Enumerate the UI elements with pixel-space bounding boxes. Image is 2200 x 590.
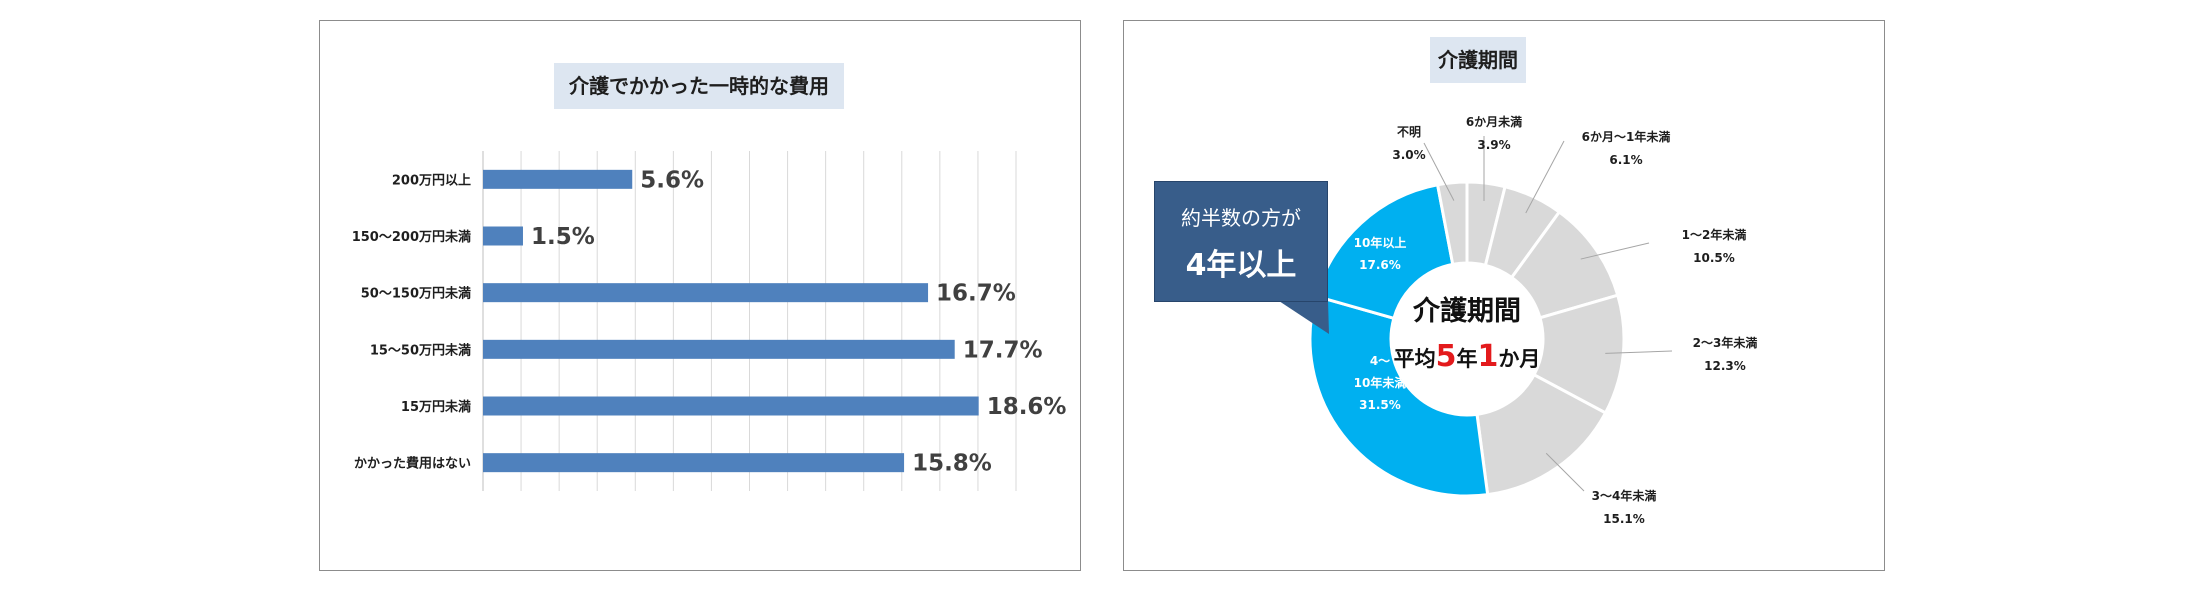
category-label: 150～200万円未満 bbox=[352, 229, 471, 245]
avg-suffix: か月 bbox=[1498, 347, 1541, 371]
leader-line bbox=[1423, 142, 1455, 201]
bar-value-label: 18.6% bbox=[987, 394, 1067, 420]
slice-label: 1～2年未満 bbox=[1682, 227, 1747, 242]
category-label: かかった費用はない bbox=[354, 456, 471, 472]
callout-box: 約半数の方が 4年以上 bbox=[1154, 181, 1328, 302]
slice-label: 6か月～1年未満 bbox=[1582, 129, 1671, 144]
slice-label: 6か月未満 bbox=[1466, 114, 1522, 129]
bar bbox=[483, 226, 523, 246]
bar-chart-svg: 200万円以上 5.6% 150～200万円未満 1.5% 50～150万円未満 16.7… bbox=[352, 151, 1067, 491]
leader-line bbox=[1525, 140, 1565, 214]
category-label: 50～150万円未満 bbox=[361, 286, 471, 302]
donut-slice bbox=[1475, 372, 1608, 497]
slice-label: 10年以上 bbox=[1354, 235, 1407, 250]
avg-prefix: 平均 bbox=[1393, 347, 1436, 371]
leader-line bbox=[1605, 350, 1673, 354]
slice-value-label: 12.3% bbox=[1704, 359, 1746, 373]
bar-value-label: 5.6% bbox=[640, 167, 704, 193]
leader-line bbox=[1580, 242, 1650, 260]
bar bbox=[483, 453, 905, 473]
donut-chart-title: 介護期間 bbox=[1430, 37, 1526, 83]
bar-chart-panel: 介護でかかった一時的な費用 200万円以上 5.6% 150～200万円未満 1.5%… bbox=[319, 20, 1081, 571]
callout-pointer bbox=[1279, 301, 1329, 334]
category-label: 200万円以上 bbox=[392, 173, 471, 188]
slice-value-label: 17.6% bbox=[1359, 258, 1401, 272]
donut-chart-svg: 6か月未満 3.9% 6か月～1年未満 6.1% 1～2年未満 10.5% 2～3年未満 12… bbox=[1279, 114, 1758, 526]
bar-chart-title: 介護でかかった一時的な費用 bbox=[554, 63, 844, 109]
slice-label: 10年未満 bbox=[1354, 375, 1407, 390]
slice-label: 2～3年未満 bbox=[1693, 335, 1758, 350]
avg-mid: 年 bbox=[1456, 347, 1478, 371]
slice-label: 3～4年未満 bbox=[1592, 488, 1657, 503]
category-label: 15～50万円未満 bbox=[370, 342, 471, 358]
bar-value-label: 17.7% bbox=[963, 337, 1043, 363]
slice-value-label: 3.9% bbox=[1477, 138, 1510, 152]
slice-value-label: 15.1% bbox=[1603, 512, 1645, 526]
leader-line bbox=[1545, 452, 1585, 492]
callout-line1: 約半数の方が bbox=[1181, 206, 1301, 230]
bar bbox=[483, 396, 979, 416]
donut-slice bbox=[1314, 183, 1455, 321]
bar bbox=[483, 283, 929, 303]
avg-months: 1 bbox=[1477, 339, 1499, 374]
donut-slice bbox=[1435, 180, 1469, 267]
donut-center-average: 平均5年1か月 bbox=[1367, 339, 1567, 374]
slice-value-label: 6.1% bbox=[1609, 153, 1642, 167]
donut-center-title: 介護期間 bbox=[1413, 296, 1521, 327]
callout-line2: 4年以上 bbox=[1185, 248, 1297, 283]
slice-value-label: 3.0% bbox=[1392, 148, 1425, 162]
bar bbox=[483, 169, 633, 189]
slice-value-label: 10.5% bbox=[1693, 251, 1735, 265]
bar-value-label: 1.5% bbox=[531, 224, 595, 250]
bar-value-label: 15.8% bbox=[912, 451, 992, 477]
category-label: 15万円未満 bbox=[401, 399, 471, 415]
donut-chart-panel: 介護期間 6か月未満 3.9% 6か月～1年未満 6.1% 1～2年未満 10.5% 2～3… bbox=[1123, 20, 1885, 571]
bar-value-label: 16.7% bbox=[936, 281, 1016, 307]
avg-years: 5 bbox=[1435, 339, 1457, 374]
bar bbox=[483, 339, 955, 359]
slice-label: 不明 bbox=[1397, 125, 1421, 139]
slice-label: 4～ bbox=[1370, 354, 1390, 368]
slice-value-label: 31.5% bbox=[1359, 398, 1401, 412]
